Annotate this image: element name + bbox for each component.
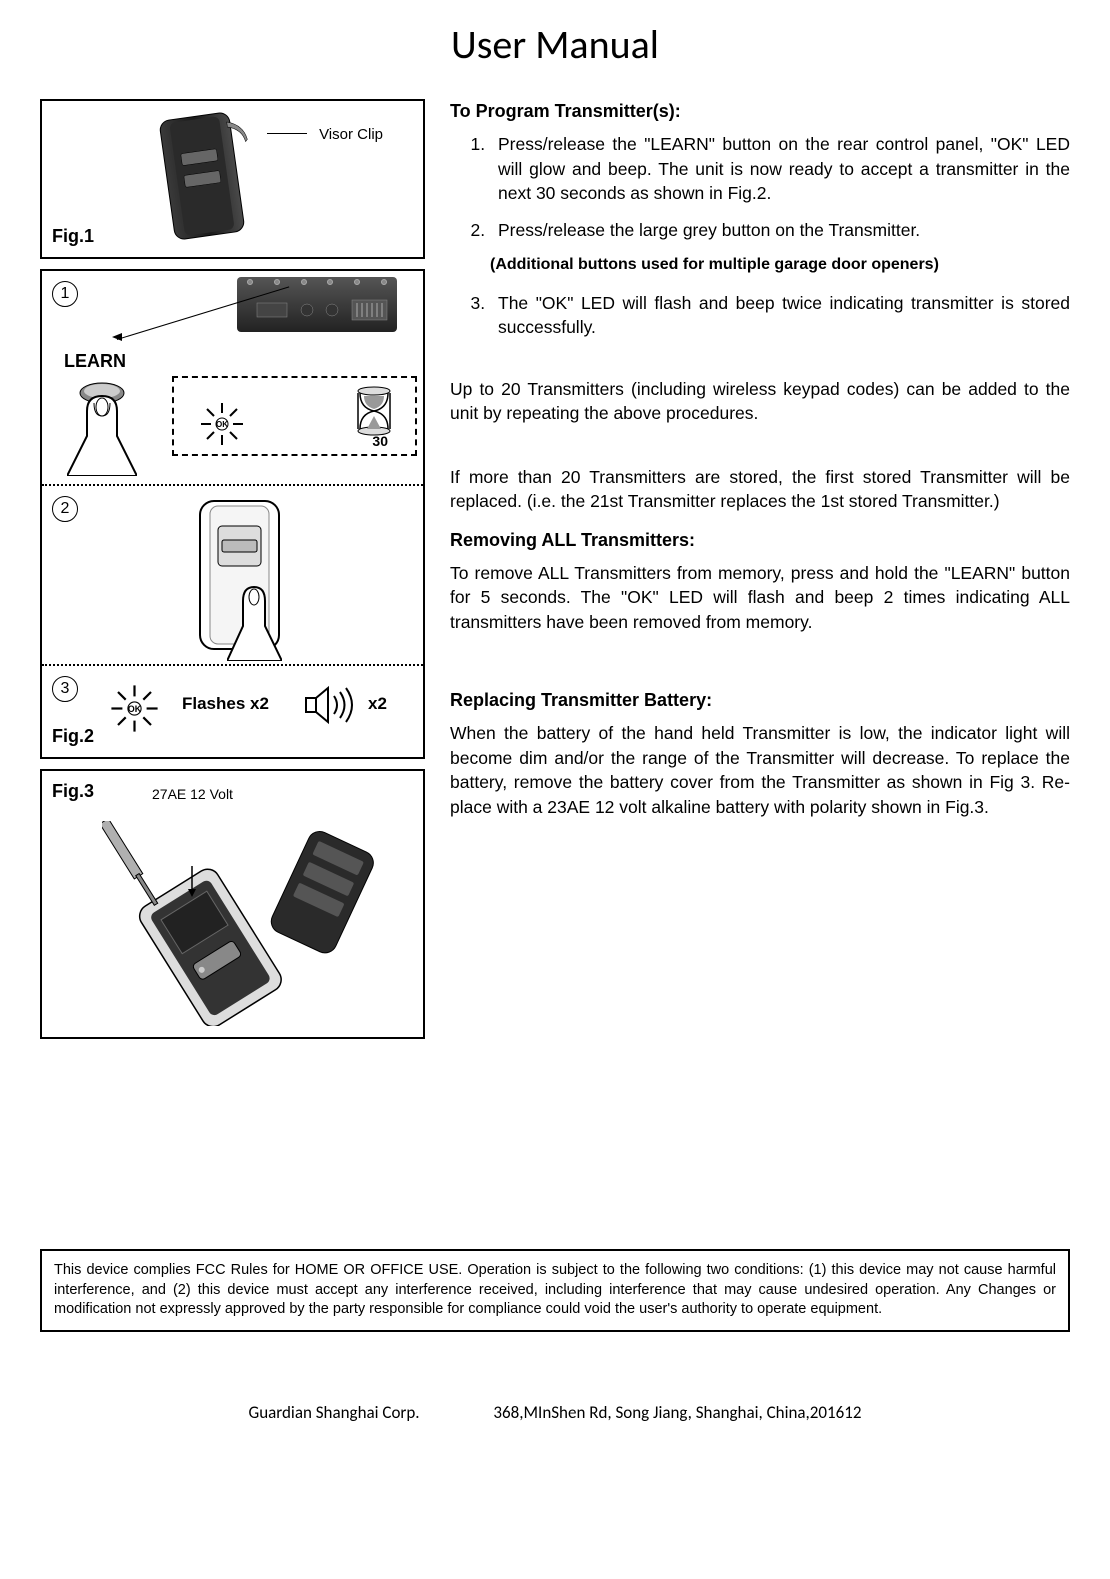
battery-label: 27AE 12 Volt: [152, 786, 233, 802]
program-steps-list: Press/release the "LEARN" button on the …: [450, 132, 1070, 242]
remote-icon: [142, 111, 262, 251]
right-column: To Program Transmitter(s): Press/release…: [450, 99, 1070, 1049]
remove-heading: Removing ALL Transmitters:: [450, 528, 1070, 553]
fig1-label: Fig.1: [52, 226, 94, 247]
fig3-label: Fig.3: [52, 781, 94, 802]
figure-1: Fig.1: [40, 99, 425, 259]
ok-led-icon-2: OK: [107, 681, 162, 741]
footer: Guardian Shanghai Corp. 368,MInShen Rd, …: [40, 1402, 1070, 1423]
figure-2: Fig.2 1: [40, 269, 425, 759]
program-steps-list-2: The "OK" LED will flash and beep twice i…: [450, 291, 1070, 340]
footer-address: 368,MInShen Rd, Song Jiang, Shanghai, Ch…: [493, 1402, 861, 1423]
finger-press-icon: [67, 381, 137, 476]
thirty-label: 30: [372, 433, 388, 449]
remove-text: To remove ALL Transmitters from memory, …: [450, 561, 1070, 635]
svg-text:OK: OK: [128, 704, 142, 714]
learn-label: LEARN: [64, 351, 126, 372]
step-number-1: 1: [52, 281, 78, 307]
step-number-2: 2: [52, 496, 78, 522]
replace-heading: Replacing Transmitter Battery:: [450, 688, 1070, 713]
compliance-box: This device complies FCC Rules for HOME …: [40, 1249, 1070, 1332]
page-title: User Manual: [40, 20, 1070, 69]
speaker-icon: [304, 684, 362, 731]
remote-battery-icon: [102, 821, 392, 1031]
footer-company: Guardian Shanghai Corp.: [249, 1402, 420, 1423]
replace-text: When the battery of the hand held Transm…: [450, 721, 1070, 819]
step-number-3: 3: [52, 676, 78, 702]
step-3-text: The "OK" LED will flash and beep twice i…: [490, 291, 1070, 340]
additional-note: (Additional buttons used for multiple ga…: [450, 254, 1070, 276]
step-2-text: Press/release the large grey button on t…: [490, 218, 1070, 243]
step-1-text: Press/release the "LEARN" button on the …: [490, 132, 1070, 206]
ok-text: OK: [216, 420, 228, 429]
leader-line: [267, 133, 307, 134]
upto20-text: Up to 20 Transmitters (including wireles…: [450, 377, 1070, 426]
program-heading: To Program Transmitter(s):: [450, 99, 1070, 124]
x2-label: x2: [368, 694, 387, 714]
fig2-step-1: 1: [42, 271, 423, 486]
arrow-head: [112, 333, 122, 341]
content-columns: Fig.1: [40, 99, 1070, 1049]
visor-clip-label: Visor Clip: [319, 126, 383, 143]
fig2-step-3: 3 OK Flashes x2: [42, 666, 423, 751]
ok-led-icon: OK: [197, 399, 247, 454]
more20-text: If more than 20 Transmitters are stored,…: [450, 465, 1070, 514]
finger-press-icon-2: [227, 581, 282, 666]
flashes-label: Flashes x2: [182, 694, 269, 714]
left-column: Fig.1: [40, 99, 425, 1049]
fig2-step-2: 2: [42, 486, 423, 666]
control-panel-icon: [237, 277, 397, 332]
figure-3: Fig.3 27AE 12 Volt: [40, 769, 425, 1039]
